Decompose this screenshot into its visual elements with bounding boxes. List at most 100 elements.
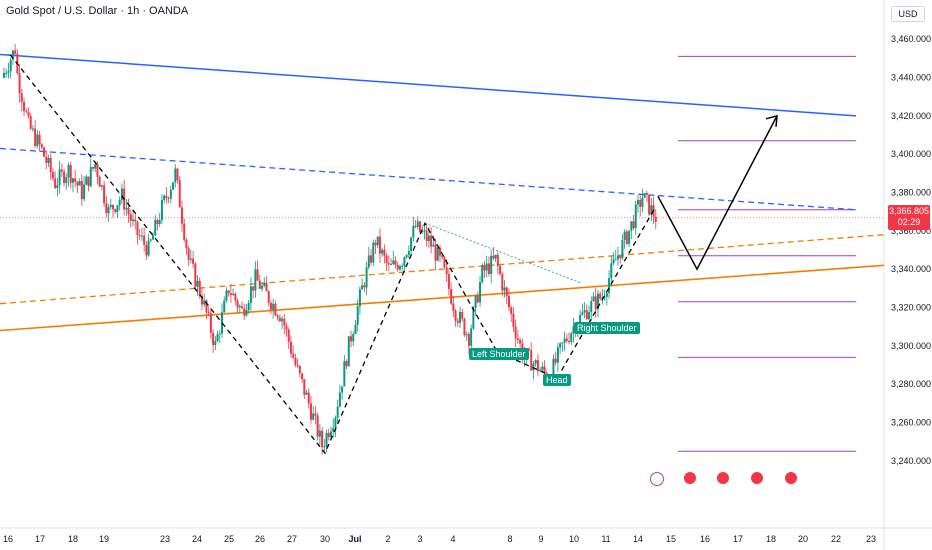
y-tick-label: 3,280.000 — [891, 379, 931, 389]
candle-body — [648, 194, 651, 215]
candle-body — [421, 231, 424, 233]
candle-body — [112, 204, 114, 210]
candle-body — [403, 257, 406, 266]
candle-body — [192, 258, 195, 264]
candle-body — [594, 296, 597, 310]
candle-body — [494, 254, 497, 259]
candle-body — [169, 189, 172, 199]
candle-body — [7, 71, 10, 73]
x-tick-label: 23 — [160, 534, 170, 544]
us-flag-event-icon[interactable] — [717, 472, 729, 484]
candle-body — [298, 366, 301, 374]
currency-button[interactable]: USD — [891, 6, 925, 22]
candle-body — [394, 260, 397, 265]
candle-body — [218, 333, 221, 335]
us-flag-event-icon[interactable] — [684, 472, 696, 484]
candle-body — [203, 300, 206, 305]
candle-body — [314, 413, 317, 416]
candle-body — [69, 164, 72, 183]
candle-body — [487, 263, 490, 274]
candle-body — [410, 237, 413, 252]
candle-body — [80, 181, 83, 200]
candle-body — [212, 333, 215, 346]
candle-body — [316, 415, 319, 437]
candle-body — [263, 282, 266, 286]
candle-body — [539, 369, 542, 372]
candle-body — [152, 235, 155, 240]
candle-body — [376, 236, 379, 246]
candle-body — [11, 50, 14, 61]
candle-body — [505, 287, 508, 296]
candle-body — [619, 255, 622, 259]
candle-body — [454, 310, 457, 321]
right-shoulder-label: Right Shoulder — [574, 322, 640, 334]
candle-body — [612, 259, 615, 264]
candle-body — [91, 166, 94, 169]
candle-body — [590, 301, 593, 313]
candle-body — [465, 334, 468, 336]
candle-body — [138, 235, 141, 237]
candle-body — [309, 403, 312, 420]
candle-body — [140, 235, 143, 237]
candle-body — [109, 204, 112, 208]
candle-body — [479, 282, 482, 303]
candle-body — [596, 293, 599, 310]
candle-body — [527, 349, 530, 351]
candle-body — [25, 110, 28, 112]
candle-body — [292, 353, 295, 358]
candle-body — [34, 128, 37, 146]
candle-body — [452, 303, 455, 311]
candle-body — [172, 182, 175, 190]
candle-body — [636, 200, 639, 205]
candle-body — [385, 255, 388, 264]
candle-body — [318, 430, 321, 437]
candle-body — [581, 312, 584, 315]
y-tick-label: 3,240.000 — [891, 456, 931, 466]
x-tick-label: 15 — [666, 534, 676, 544]
candle-body — [40, 144, 43, 148]
candle-body — [416, 221, 419, 227]
candle-body — [129, 214, 132, 221]
candle-body — [254, 269, 257, 291]
candle-body — [430, 235, 433, 247]
candle-body — [392, 260, 395, 264]
candle-body — [439, 247, 441, 256]
candle-body — [158, 219, 161, 225]
candle-body — [623, 231, 626, 241]
candle-body — [470, 328, 473, 346]
candle-body — [305, 392, 308, 395]
candle-body — [301, 373, 304, 380]
support-line-dashed — [0, 234, 885, 305]
candle-body — [396, 264, 399, 270]
candle-body — [614, 259, 617, 261]
candle-body — [456, 320, 459, 323]
candle-body — [390, 263, 393, 265]
candle-body — [89, 166, 92, 187]
candle-body — [145, 244, 148, 256]
candle-body — [232, 293, 235, 296]
us-flag-event-icon[interactable] — [751, 472, 763, 484]
x-tick-label: 10 — [569, 534, 579, 544]
x-tick-label: 20 — [798, 534, 808, 544]
candle-body — [654, 216, 657, 222]
candle-body — [45, 156, 48, 163]
y-tick-label: 3,400.000 — [891, 149, 931, 159]
candle-body — [570, 333, 573, 342]
candle-body — [352, 333, 355, 342]
x-tick-label: 24 — [192, 534, 202, 544]
candle-body — [481, 264, 484, 283]
candle-body — [267, 291, 270, 303]
candle-body — [414, 225, 417, 227]
candle-body — [445, 267, 448, 275]
candle-body — [51, 172, 54, 179]
us-flag-event-icon[interactable] — [785, 472, 797, 484]
candle-body — [216, 334, 219, 342]
y-tick-label: 3,260.000 — [891, 418, 931, 428]
candle-body — [287, 329, 290, 342]
lightning-event-icon[interactable] — [650, 472, 664, 486]
candle-body — [514, 326, 517, 339]
candle-body — [205, 300, 208, 313]
candle-body — [512, 313, 515, 327]
candle-body — [338, 392, 341, 407]
